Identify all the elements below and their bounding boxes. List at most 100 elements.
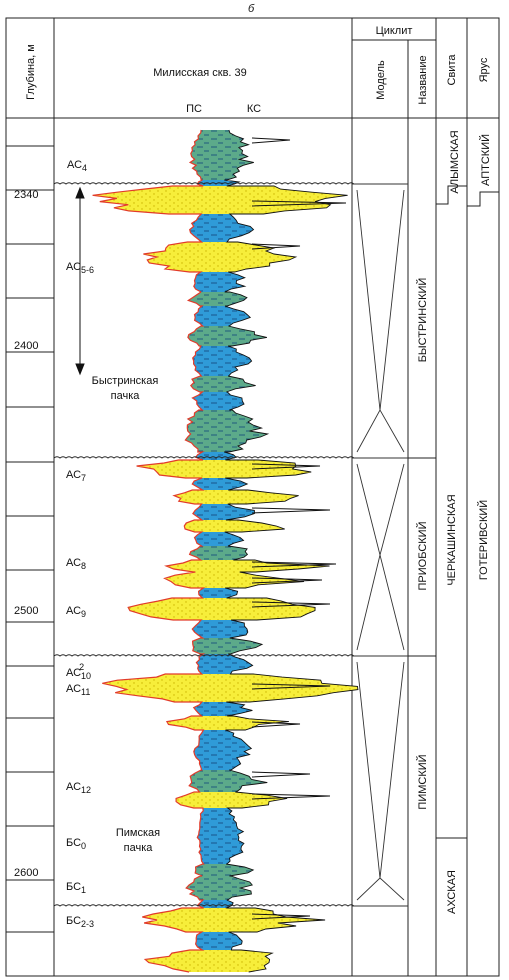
cyclite-bystrinsk: БЫСТРИНСКИЙ bbox=[416, 278, 429, 363]
suite-alym: АЛЫМСКАЯ bbox=[449, 130, 461, 193]
cyclite-pimsk: ПИМСКИЙ bbox=[416, 754, 429, 809]
layer-label-ac12: АС12 bbox=[66, 781, 91, 795]
layer-label-ac7: АС7 bbox=[66, 469, 86, 483]
svg-text:АЛЫМСКАЯ: АЛЫМСКАЯ bbox=[449, 130, 461, 193]
unconformity-line bbox=[53, 904, 355, 907]
litho-pattern-sand bbox=[174, 490, 299, 504]
cyclite-name-dividers bbox=[408, 457, 436, 657]
log-curves bbox=[92, 129, 359, 973]
litho-pattern-clay bbox=[197, 900, 234, 908]
ks-spike bbox=[251, 243, 301, 250]
layer-label-ac5-6: АС5-6 bbox=[66, 261, 94, 275]
litho-pattern-clay bbox=[193, 702, 253, 716]
litho-pattern-clay bbox=[198, 588, 238, 598]
unconformity-line bbox=[53, 456, 355, 459]
stage-divider bbox=[467, 191, 499, 207]
ks-label: КС bbox=[247, 103, 261, 115]
litho-pattern-clay bbox=[192, 620, 248, 638]
layer-label-ac10-2: АС102 bbox=[66, 662, 91, 681]
litho-pattern-clay bbox=[197, 808, 244, 864]
litho-pattern-sand bbox=[128, 598, 316, 620]
suite-cherkash: ЧЕРКАШИНСКАЯ bbox=[446, 494, 458, 585]
cyclite-model-lines bbox=[352, 183, 408, 907]
layer-label-ac9: АС9 bbox=[66, 605, 86, 619]
litho-pattern-sand bbox=[164, 572, 304, 588]
litho-pattern-silt bbox=[195, 864, 254, 876]
svg-text:АПТСКИЙ: АПТСКИЙ bbox=[479, 134, 492, 186]
litho-pattern-clay bbox=[194, 306, 251, 326]
svg-text:Ярус: Ярус bbox=[478, 57, 490, 82]
litho-pattern-clay bbox=[192, 504, 255, 520]
unconformity-line bbox=[53, 182, 355, 185]
ks-spike bbox=[251, 793, 331, 800]
ks-spike bbox=[251, 507, 331, 514]
stage-goteriv: ГОТЕРИВСКИЙ bbox=[477, 500, 490, 580]
model-header: Модель bbox=[375, 60, 387, 100]
svg-text:Свита: Свита bbox=[446, 54, 458, 86]
svg-text:АХСКАЯ: АХСКАЯ bbox=[446, 870, 458, 914]
litho-pattern-clay bbox=[194, 532, 244, 546]
svg-text:БЫСТРИНСКИЙ: БЫСТРИНСКИЙ bbox=[416, 278, 429, 363]
ks-spike bbox=[251, 721, 301, 728]
litho-pattern-sand bbox=[92, 186, 348, 214]
litho-pattern-clay bbox=[195, 932, 243, 950]
layer-label-ac11: АС11 bbox=[66, 683, 90, 697]
ks-spike bbox=[251, 913, 311, 920]
member-pimsk: Пимская пачка bbox=[116, 827, 160, 854]
depth-header: Глубина, м bbox=[25, 44, 37, 100]
ks-spike bbox=[251, 463, 321, 470]
litho-pattern-clay bbox=[193, 730, 252, 770]
litho-pattern-clay bbox=[193, 272, 245, 292]
layer-label-bs1: БС1 bbox=[66, 881, 86, 895]
name-header: Название bbox=[417, 55, 429, 104]
outer-frame bbox=[5, 17, 500, 977]
ps-label: ПС bbox=[186, 103, 202, 115]
interval-arrow bbox=[75, 186, 85, 376]
litho-pattern-clay bbox=[196, 654, 253, 674]
layer-label-bs0: БС0 bbox=[66, 837, 86, 851]
svg-text:ЧЕРКАШИНСКАЯ: ЧЕРКАШИНСКАЯ bbox=[446, 494, 458, 585]
litho-pattern-silt bbox=[186, 876, 253, 900]
svg-text:ГОТЕРИВСКИЙ: ГОТЕРИВСКИЙ bbox=[477, 500, 490, 580]
depth-tick-2500: 2500 bbox=[14, 605, 38, 617]
litho-pattern-silt bbox=[192, 638, 262, 654]
layer-label-bs2-3: БС2-3 bbox=[66, 915, 94, 929]
ks-spike bbox=[251, 137, 291, 144]
ks-spike bbox=[251, 601, 331, 608]
svg-text:Название: Название bbox=[417, 55, 429, 104]
lithology-column bbox=[92, 130, 358, 972]
litho-pattern-silt bbox=[188, 292, 247, 306]
litho-pattern-silt bbox=[189, 546, 248, 560]
cyclite-priobsk: ПРИОБСКИЙ bbox=[416, 522, 429, 591]
depth-rules bbox=[6, 145, 54, 933]
litho-pattern-sand bbox=[166, 560, 330, 572]
litho-pattern-clay bbox=[195, 452, 237, 460]
layer-label-ac8: АС8 bbox=[66, 557, 86, 571]
ks-spike bbox=[251, 561, 337, 568]
svg-text:ПРИОБСКИЙ: ПРИОБСКИЙ bbox=[416, 522, 429, 591]
unconformity-lines bbox=[53, 182, 355, 907]
litho-pattern-silt bbox=[190, 376, 256, 392]
svg-text:Модель: Модель bbox=[375, 60, 387, 100]
well-title: Милисская скв. 39 bbox=[153, 67, 247, 79]
stage-header: Ярус bbox=[478, 57, 490, 82]
litho-pattern-sand bbox=[143, 242, 296, 272]
layer-label-ac4: АС4 bbox=[67, 159, 87, 173]
depth-tick-2600: 2600 bbox=[14, 867, 38, 879]
stage-apt: АПТСКИЙ bbox=[479, 134, 492, 186]
ks-spike bbox=[251, 200, 347, 207]
depth-tick-2400: 2400 bbox=[14, 340, 38, 352]
member-bystrinsk: Быстринская пачка bbox=[92, 375, 159, 402]
litho-pattern-sand bbox=[142, 908, 326, 932]
litho-pattern-sand bbox=[145, 950, 273, 972]
litho-pattern-sand bbox=[102, 674, 358, 702]
litho-pattern-silt bbox=[185, 410, 268, 452]
ps-curve bbox=[92, 129, 206, 973]
litho-pattern-silt bbox=[187, 326, 267, 346]
litho-pattern-silt bbox=[189, 770, 268, 792]
litho-pattern-clay bbox=[189, 214, 254, 242]
suite-dividers bbox=[436, 185, 467, 839]
ks-spike bbox=[251, 577, 323, 584]
litho-pattern-sand bbox=[176, 792, 288, 808]
